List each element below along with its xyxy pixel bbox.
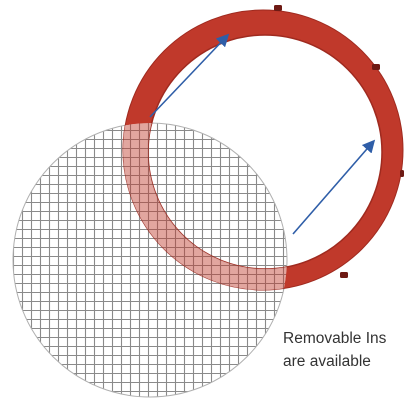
gasket-tab-icon — [274, 5, 404, 278]
caption-line-2: are available — [283, 353, 371, 370]
mesh-overlap-region — [13, 123, 287, 397]
insert-direction-arrow-icon — [149, 33, 376, 235]
caption-line-1: Removable Ins — [283, 330, 387, 347]
insert-caption: Removable Ins are available — [283, 327, 404, 373]
